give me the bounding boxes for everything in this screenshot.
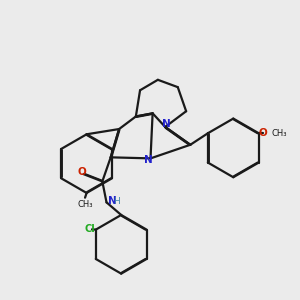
Text: N: N [144,155,152,165]
Text: Cl: Cl [85,224,95,234]
Text: N: N [162,119,171,129]
Text: CH₃: CH₃ [271,129,287,138]
Text: N: N [108,196,116,206]
Text: CH₃: CH₃ [77,200,93,209]
Text: O: O [258,128,267,138]
Text: H: H [113,196,120,206]
Text: O: O [77,167,86,177]
